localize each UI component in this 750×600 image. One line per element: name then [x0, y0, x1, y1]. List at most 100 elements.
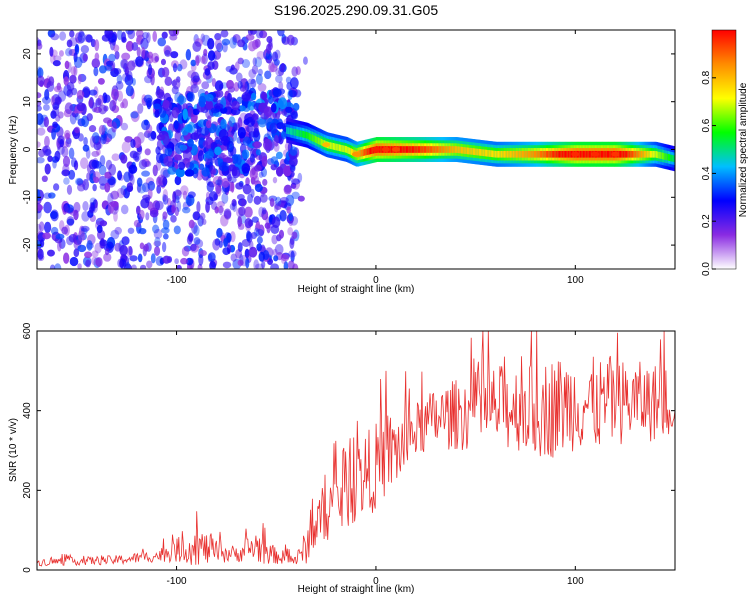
- heatmap-noise-cell: [273, 201, 279, 213]
- heatmap-noise-cell: [99, 155, 106, 167]
- heatmap-ridge-cell: [584, 150, 587, 158]
- heatmap-noise-cell: [62, 155, 71, 168]
- heatmap-noise-cell: [92, 183, 97, 192]
- heatmap-cluster-cell: [250, 92, 257, 101]
- heatmap-noise-cell: [146, 260, 153, 269]
- heatmap-noise-cell: [193, 237, 201, 245]
- heatmap-noise-cell: [297, 172, 303, 183]
- heatmap-noise-cell: [42, 232, 51, 240]
- heatmap-noise-cell: [59, 139, 65, 148]
- snr-y-tick-label: 600: [22, 322, 33, 339]
- heatmap-noise-cell: [55, 233, 65, 240]
- heatmap-noise-cell: [221, 38, 231, 46]
- heatmap-noise-cell: [80, 157, 89, 169]
- heatmap-noise-cell: [82, 179, 90, 191]
- heatmap-noise-cell: [153, 246, 161, 257]
- heatmap-noise-cell: [253, 259, 259, 269]
- heatmap-ridge-cell: [659, 151, 662, 159]
- heatmap-noise-cell: [138, 227, 147, 235]
- heatmap-noise-cell: [162, 194, 169, 205]
- heatmap-noise-cell: [269, 63, 278, 73]
- heatmap-y-ticks: -20 -10 0 10 20: [22, 48, 675, 252]
- heatmap-noise-cell: [89, 89, 98, 96]
- heatmap-ridge-cell: [621, 150, 624, 158]
- colorbar-gradient: [711, 29, 737, 270]
- heatmap-cluster-cell: [270, 164, 278, 171]
- heatmap-ridge-cell: [424, 146, 428, 153]
- heatmap-cluster-cell: [261, 155, 268, 168]
- heatmap-noise-cell: [161, 31, 168, 39]
- heatmap-ridge-cell: [527, 150, 531, 158]
- heatmap-noise-cell: [91, 250, 99, 258]
- heatmap-ridge-cell: [599, 150, 602, 158]
- heatmap-cluster-cell: [270, 103, 277, 113]
- heatmap-noise-cell: [66, 184, 73, 195]
- heatmap-cluster-cell: [289, 146, 298, 156]
- heatmap-cluster-cell: [164, 146, 173, 157]
- heatmap-noise-cell: [269, 198, 275, 207]
- snr-y-axis-label: SNR (10 * v/v): [8, 418, 19, 482]
- heatmap-ridge-cell: [600, 150, 604, 158]
- heatmap-noise-cell: [123, 171, 131, 183]
- heatmap-noise-cell: [278, 68, 284, 76]
- heatmap-ridge-cell: [423, 146, 426, 153]
- heatmap-noise-cell: [50, 226, 59, 235]
- heatmap-ridge-cell: [320, 138, 324, 146]
- heatmap-ridge-cell: [585, 150, 588, 158]
- heatmap-noise-cell: [251, 216, 259, 223]
- heatmap-ridge-cell: [368, 147, 371, 155]
- heatmap-cluster-cell: [214, 146, 222, 156]
- heatmap-ridge-cell: [495, 150, 498, 158]
- heatmap-noise-cell: [99, 239, 108, 247]
- heatmap-ridge-cell: [493, 150, 496, 158]
- heatmap-noise-cell: [205, 191, 210, 201]
- heatmap-noise-cell: [152, 224, 160, 234]
- heatmap-x-ticks: -100 0 100: [167, 30, 584, 286]
- heatmap-cluster-cell: [218, 129, 229, 142]
- heatmap-noise-cell: [185, 49, 192, 61]
- heatmap-noise-cell: [214, 80, 224, 92]
- heatmap-cluster-cell: [187, 138, 194, 148]
- heatmap-noise-cell: [50, 33, 60, 41]
- heatmap-noise-cell: [141, 46, 146, 59]
- heatmap-ridge-cell: [537, 150, 540, 158]
- heatmap-ridge-cell: [299, 130, 302, 137]
- heatmap-noise-cell: [259, 30, 268, 39]
- heatmap-ridge-cell: [564, 150, 568, 158]
- heatmap-noise-cell: [273, 255, 279, 262]
- heatmap-noise-cell: [91, 58, 101, 69]
- heatmap-ridge-cell: [660, 152, 663, 159]
- heatmap-cluster-cell: [285, 106, 293, 113]
- heatmap-ridge-cell: [629, 150, 632, 158]
- heatmap-noise-cell: [245, 257, 250, 269]
- heatmap-noise-cell: [98, 164, 107, 176]
- heatmap-noise-cell: [65, 132, 70, 139]
- heatmap-noise-cell: [248, 246, 258, 258]
- heatmap-cluster-cell: [200, 126, 210, 136]
- heatmap-noise-cell: [223, 208, 232, 219]
- heatmap-noise-cell: [173, 189, 182, 200]
- heatmap-noise-cell: [80, 44, 90, 54]
- heatmap-ridge-cell: [335, 143, 338, 151]
- heatmap-ridge-cell: [488, 150, 491, 157]
- heatmap-ridge-cell: [548, 150, 551, 158]
- heatmap-noise-cell: [146, 32, 151, 44]
- heatmap-noise-cell: [273, 58, 280, 66]
- heatmap-noise-cell: [117, 258, 123, 268]
- heatmap-cluster-cell: [201, 167, 210, 177]
- heatmap-noise-cell: [153, 240, 162, 247]
- heatmap-noise-cell: [53, 55, 62, 62]
- heatmap-noise-cell: [91, 150, 100, 157]
- heatmap-noise-cell: [291, 178, 301, 190]
- heatmap-noise-cell: [98, 124, 106, 136]
- heatmap-noise-cell: [162, 233, 169, 240]
- heatmap-x-tick-label: -100: [167, 275, 187, 286]
- heatmap-ridge-cell: [482, 149, 485, 157]
- heatmap-noise-cell: [53, 183, 60, 191]
- heatmap-noise-cell: [50, 95, 55, 106]
- heatmap-noise-cell: [41, 175, 48, 183]
- heatmap-ridge-cell: [512, 150, 515, 158]
- heatmap-ridge-cell: [446, 146, 449, 153]
- heatmap-noise-cell: [70, 66, 76, 76]
